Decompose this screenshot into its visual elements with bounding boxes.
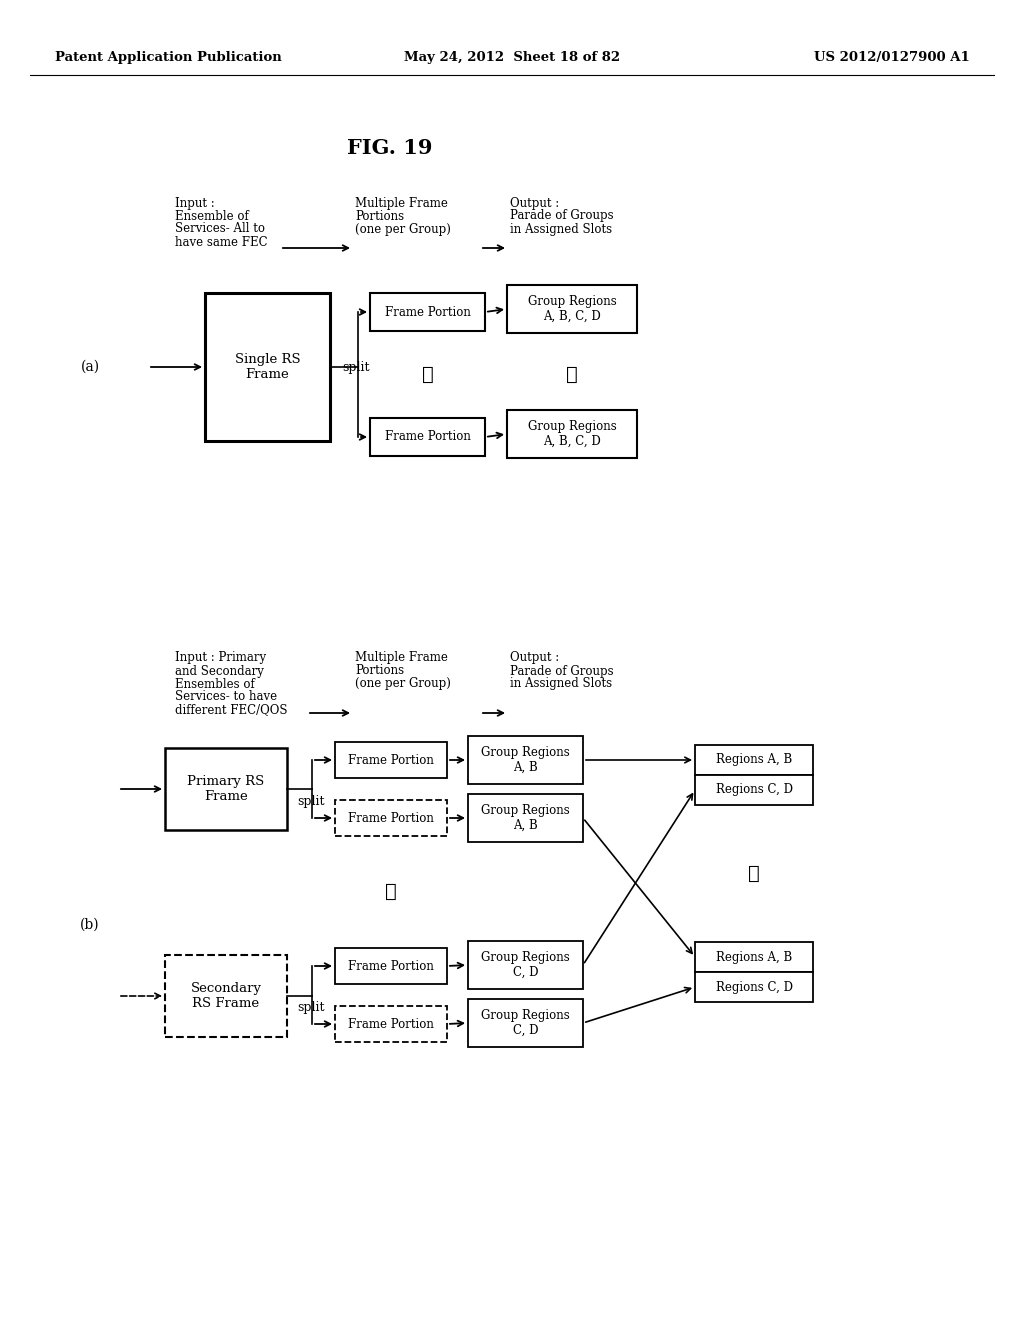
Text: Portions: Portions <box>355 664 404 677</box>
Text: (a): (a) <box>81 360 99 374</box>
Text: Group Regions
A, B: Group Regions A, B <box>481 746 570 774</box>
Text: ⋮: ⋮ <box>749 865 760 883</box>
FancyBboxPatch shape <box>370 293 485 331</box>
Text: Ensembles of: Ensembles of <box>175 677 255 690</box>
FancyBboxPatch shape <box>468 795 583 842</box>
FancyBboxPatch shape <box>370 418 485 455</box>
Text: Group Regions
C, D: Group Regions C, D <box>481 950 570 979</box>
Text: Input :: Input : <box>175 197 215 210</box>
Text: Output :: Output : <box>510 197 559 210</box>
Text: different FEC/QOS: different FEC/QOS <box>175 704 288 717</box>
Text: in Assigned Slots: in Assigned Slots <box>510 223 612 235</box>
Text: Regions A, B: Regions A, B <box>716 950 793 964</box>
Text: Services- to have: Services- to have <box>175 690 278 704</box>
FancyBboxPatch shape <box>205 293 330 441</box>
Text: ⋮: ⋮ <box>566 366 578 384</box>
Text: US 2012/0127900 A1: US 2012/0127900 A1 <box>814 51 970 65</box>
FancyBboxPatch shape <box>507 411 637 458</box>
Text: ⋮: ⋮ <box>385 883 397 902</box>
FancyBboxPatch shape <box>165 954 287 1038</box>
Text: (b): (b) <box>80 917 99 932</box>
Text: Frame Portion: Frame Portion <box>348 1018 434 1031</box>
Text: Parade of Groups: Parade of Groups <box>510 210 613 223</box>
Text: Ensemble of: Ensemble of <box>175 210 249 223</box>
FancyBboxPatch shape <box>507 285 637 333</box>
Text: Group Regions
A, B, C, D: Group Regions A, B, C, D <box>527 294 616 323</box>
Text: Input : Primary: Input : Primary <box>175 652 266 664</box>
Text: Output :: Output : <box>510 652 559 664</box>
FancyBboxPatch shape <box>335 742 447 777</box>
FancyBboxPatch shape <box>468 737 583 784</box>
FancyBboxPatch shape <box>695 744 813 775</box>
FancyBboxPatch shape <box>335 1006 447 1041</box>
Text: split: split <box>297 1002 325 1015</box>
Text: in Assigned Slots: in Assigned Slots <box>510 677 612 690</box>
Text: have same FEC: have same FEC <box>175 235 267 248</box>
Text: Group Regions
A, B: Group Regions A, B <box>481 804 570 832</box>
FancyBboxPatch shape <box>695 972 813 1002</box>
Text: Regions C, D: Regions C, D <box>716 981 793 994</box>
Text: split: split <box>342 360 370 374</box>
Text: Multiple Frame: Multiple Frame <box>355 652 447 664</box>
Text: Group Regions
C, D: Group Regions C, D <box>481 1008 570 1038</box>
Text: Frame Portion: Frame Portion <box>348 754 434 767</box>
Text: Regions A, B: Regions A, B <box>716 754 793 767</box>
Text: Frame Portion: Frame Portion <box>385 305 470 318</box>
Text: (one per Group): (one per Group) <box>355 223 451 235</box>
Text: ⋮: ⋮ <box>422 366 433 384</box>
Text: Multiple Frame: Multiple Frame <box>355 197 447 210</box>
Text: Single RS
Frame: Single RS Frame <box>234 352 300 381</box>
Text: Patent Application Publication: Patent Application Publication <box>55 51 282 65</box>
FancyBboxPatch shape <box>468 941 583 989</box>
Text: Services- All to: Services- All to <box>175 223 265 235</box>
Text: (one per Group): (one per Group) <box>355 677 451 690</box>
FancyBboxPatch shape <box>335 948 447 983</box>
Text: Frame Portion: Frame Portion <box>348 960 434 973</box>
FancyBboxPatch shape <box>165 748 287 830</box>
Text: Group Regions
A, B, C, D: Group Regions A, B, C, D <box>527 420 616 447</box>
FancyBboxPatch shape <box>335 800 447 836</box>
Text: May 24, 2012  Sheet 18 of 82: May 24, 2012 Sheet 18 of 82 <box>403 51 621 65</box>
FancyBboxPatch shape <box>468 999 583 1047</box>
Text: Secondary
RS Frame: Secondary RS Frame <box>190 982 261 1010</box>
FancyBboxPatch shape <box>695 775 813 805</box>
FancyBboxPatch shape <box>695 942 813 972</box>
Text: FIG. 19: FIG. 19 <box>347 139 433 158</box>
Text: Frame Portion: Frame Portion <box>348 812 434 825</box>
Text: Frame Portion: Frame Portion <box>385 430 470 444</box>
Text: and Secondary: and Secondary <box>175 664 264 677</box>
Text: Parade of Groups: Parade of Groups <box>510 664 613 677</box>
Text: Portions: Portions <box>355 210 404 223</box>
Text: Primary RS
Frame: Primary RS Frame <box>187 775 264 803</box>
Text: split: split <box>297 795 325 808</box>
Text: Regions C, D: Regions C, D <box>716 784 793 796</box>
